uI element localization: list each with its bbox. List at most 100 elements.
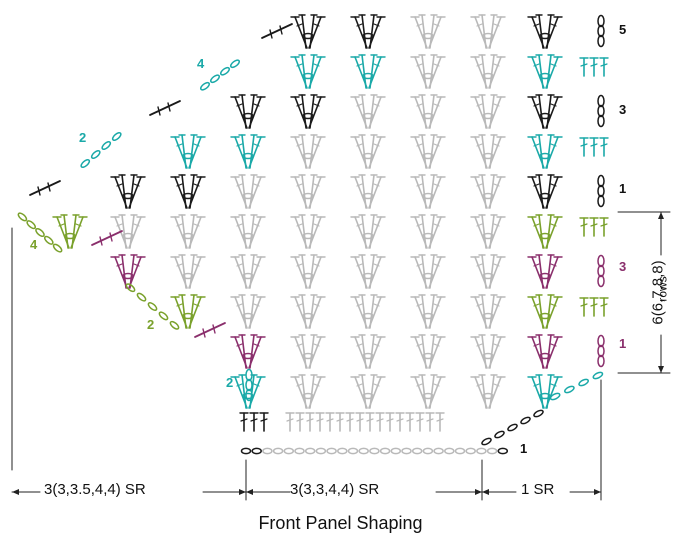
stitch-chain [422,232,434,240]
stitch-dc [489,334,495,369]
stitch-bar [296,103,303,107]
stitch-bar [313,343,320,347]
stitch-chain [242,152,254,160]
stitch-chain [539,32,551,40]
stitch-bar [373,343,380,347]
stitch-bar [236,103,243,107]
stitch-dc [309,94,315,129]
turning-chain [597,354,605,368]
stitch-chain [539,72,551,80]
foundation-chain [454,447,466,455]
stitch-bar [296,263,303,267]
stitch-dc [538,334,544,369]
stitch-bar [476,143,483,147]
stitch-dc [181,134,187,169]
stitch-chain [64,232,76,240]
edge-row-number-4-teal: 4 [197,56,205,71]
chain-stitch [147,302,158,311]
stitch-bar [373,103,380,107]
chain-stitch [111,132,122,141]
stitch-bar [236,263,243,267]
stitch-dc [489,134,495,169]
foundation-chain [476,447,487,455]
stitch-bar [476,23,483,27]
stitch-treble-bar [600,223,608,227]
stitch-bar [253,303,260,307]
stitch-dc [309,374,315,409]
stitch-chain [539,192,551,200]
stitch-chain [422,312,434,320]
foundation-chain [379,447,391,455]
stitch-dc [429,214,435,249]
stitch-dc [361,134,367,169]
stitch-dc [369,254,375,289]
stitch-dc [429,334,435,369]
stitch-dc [421,54,427,89]
stitch-bar [533,263,540,267]
stitch-bar [296,23,303,27]
stitch-bar [550,263,557,267]
stitch-dc [489,294,495,329]
stitch-bar [550,103,557,107]
stitch-bar [373,303,380,307]
stitch-dc [249,94,255,129]
stitch-dc [538,214,544,249]
turning-chain [597,194,605,208]
turning-chain [597,174,605,188]
slip-stitch-edge [149,100,181,116]
stitch-bar [193,223,200,227]
stitch-bar [356,223,363,227]
edge-row-number-4-green: 4 [30,237,38,252]
chain-stitch [35,227,45,238]
stitch-dc [429,94,435,129]
stitch-treble-bar [316,418,324,422]
stitch-dc [429,14,435,49]
stitch-treble-bar [286,418,294,422]
stitch-dc [301,174,307,209]
turning-chain [245,378,253,392]
stitch-chain [422,352,434,360]
turning-chain [597,334,605,348]
stitch-dc [538,254,544,289]
stitch-dc [421,174,427,209]
stitch-dc [481,254,487,289]
stitch-chain [182,232,194,240]
turning-chain [597,274,605,288]
stitch-dc [361,334,367,369]
stitch-dc [361,54,367,89]
chain-stitch [43,235,54,245]
stitch-dc [421,334,427,369]
stitch-chain [242,272,254,280]
stitch-dc [538,374,544,409]
stitch-dc [369,174,375,209]
chain-stitch [136,292,147,302]
stitch-bar [116,223,123,227]
stitch-chain [539,152,551,160]
stitch-dc [429,134,435,169]
foundation-chain [240,447,252,455]
stitch-dc [421,94,427,129]
stitch-bar [296,343,303,347]
stitch-dc [421,294,427,329]
stitch-bar [533,343,540,347]
slip-stitch-edge [157,106,161,116]
slip-stitch-edge [99,236,103,246]
stitch-dc [481,174,487,209]
stitch-chain [539,112,551,120]
chain-stitch [533,409,544,418]
stitch-bar [176,143,183,147]
stitch-treble-bar [366,418,374,422]
stitch-bar [176,223,183,227]
foundation-chain [304,447,316,455]
stitch-bar [193,143,200,147]
foundation-chain [401,447,412,455]
turning-chain [597,184,605,198]
stitch-chain [302,232,314,240]
stitch-dc [546,54,552,89]
diagram-caption: Front Panel Shaping [258,513,423,533]
stitch-bar [533,103,540,107]
stitch-chain [122,272,134,280]
stitch-bar [433,103,440,107]
stitch-treble-bar [600,303,608,307]
stitch-dc [421,254,427,289]
